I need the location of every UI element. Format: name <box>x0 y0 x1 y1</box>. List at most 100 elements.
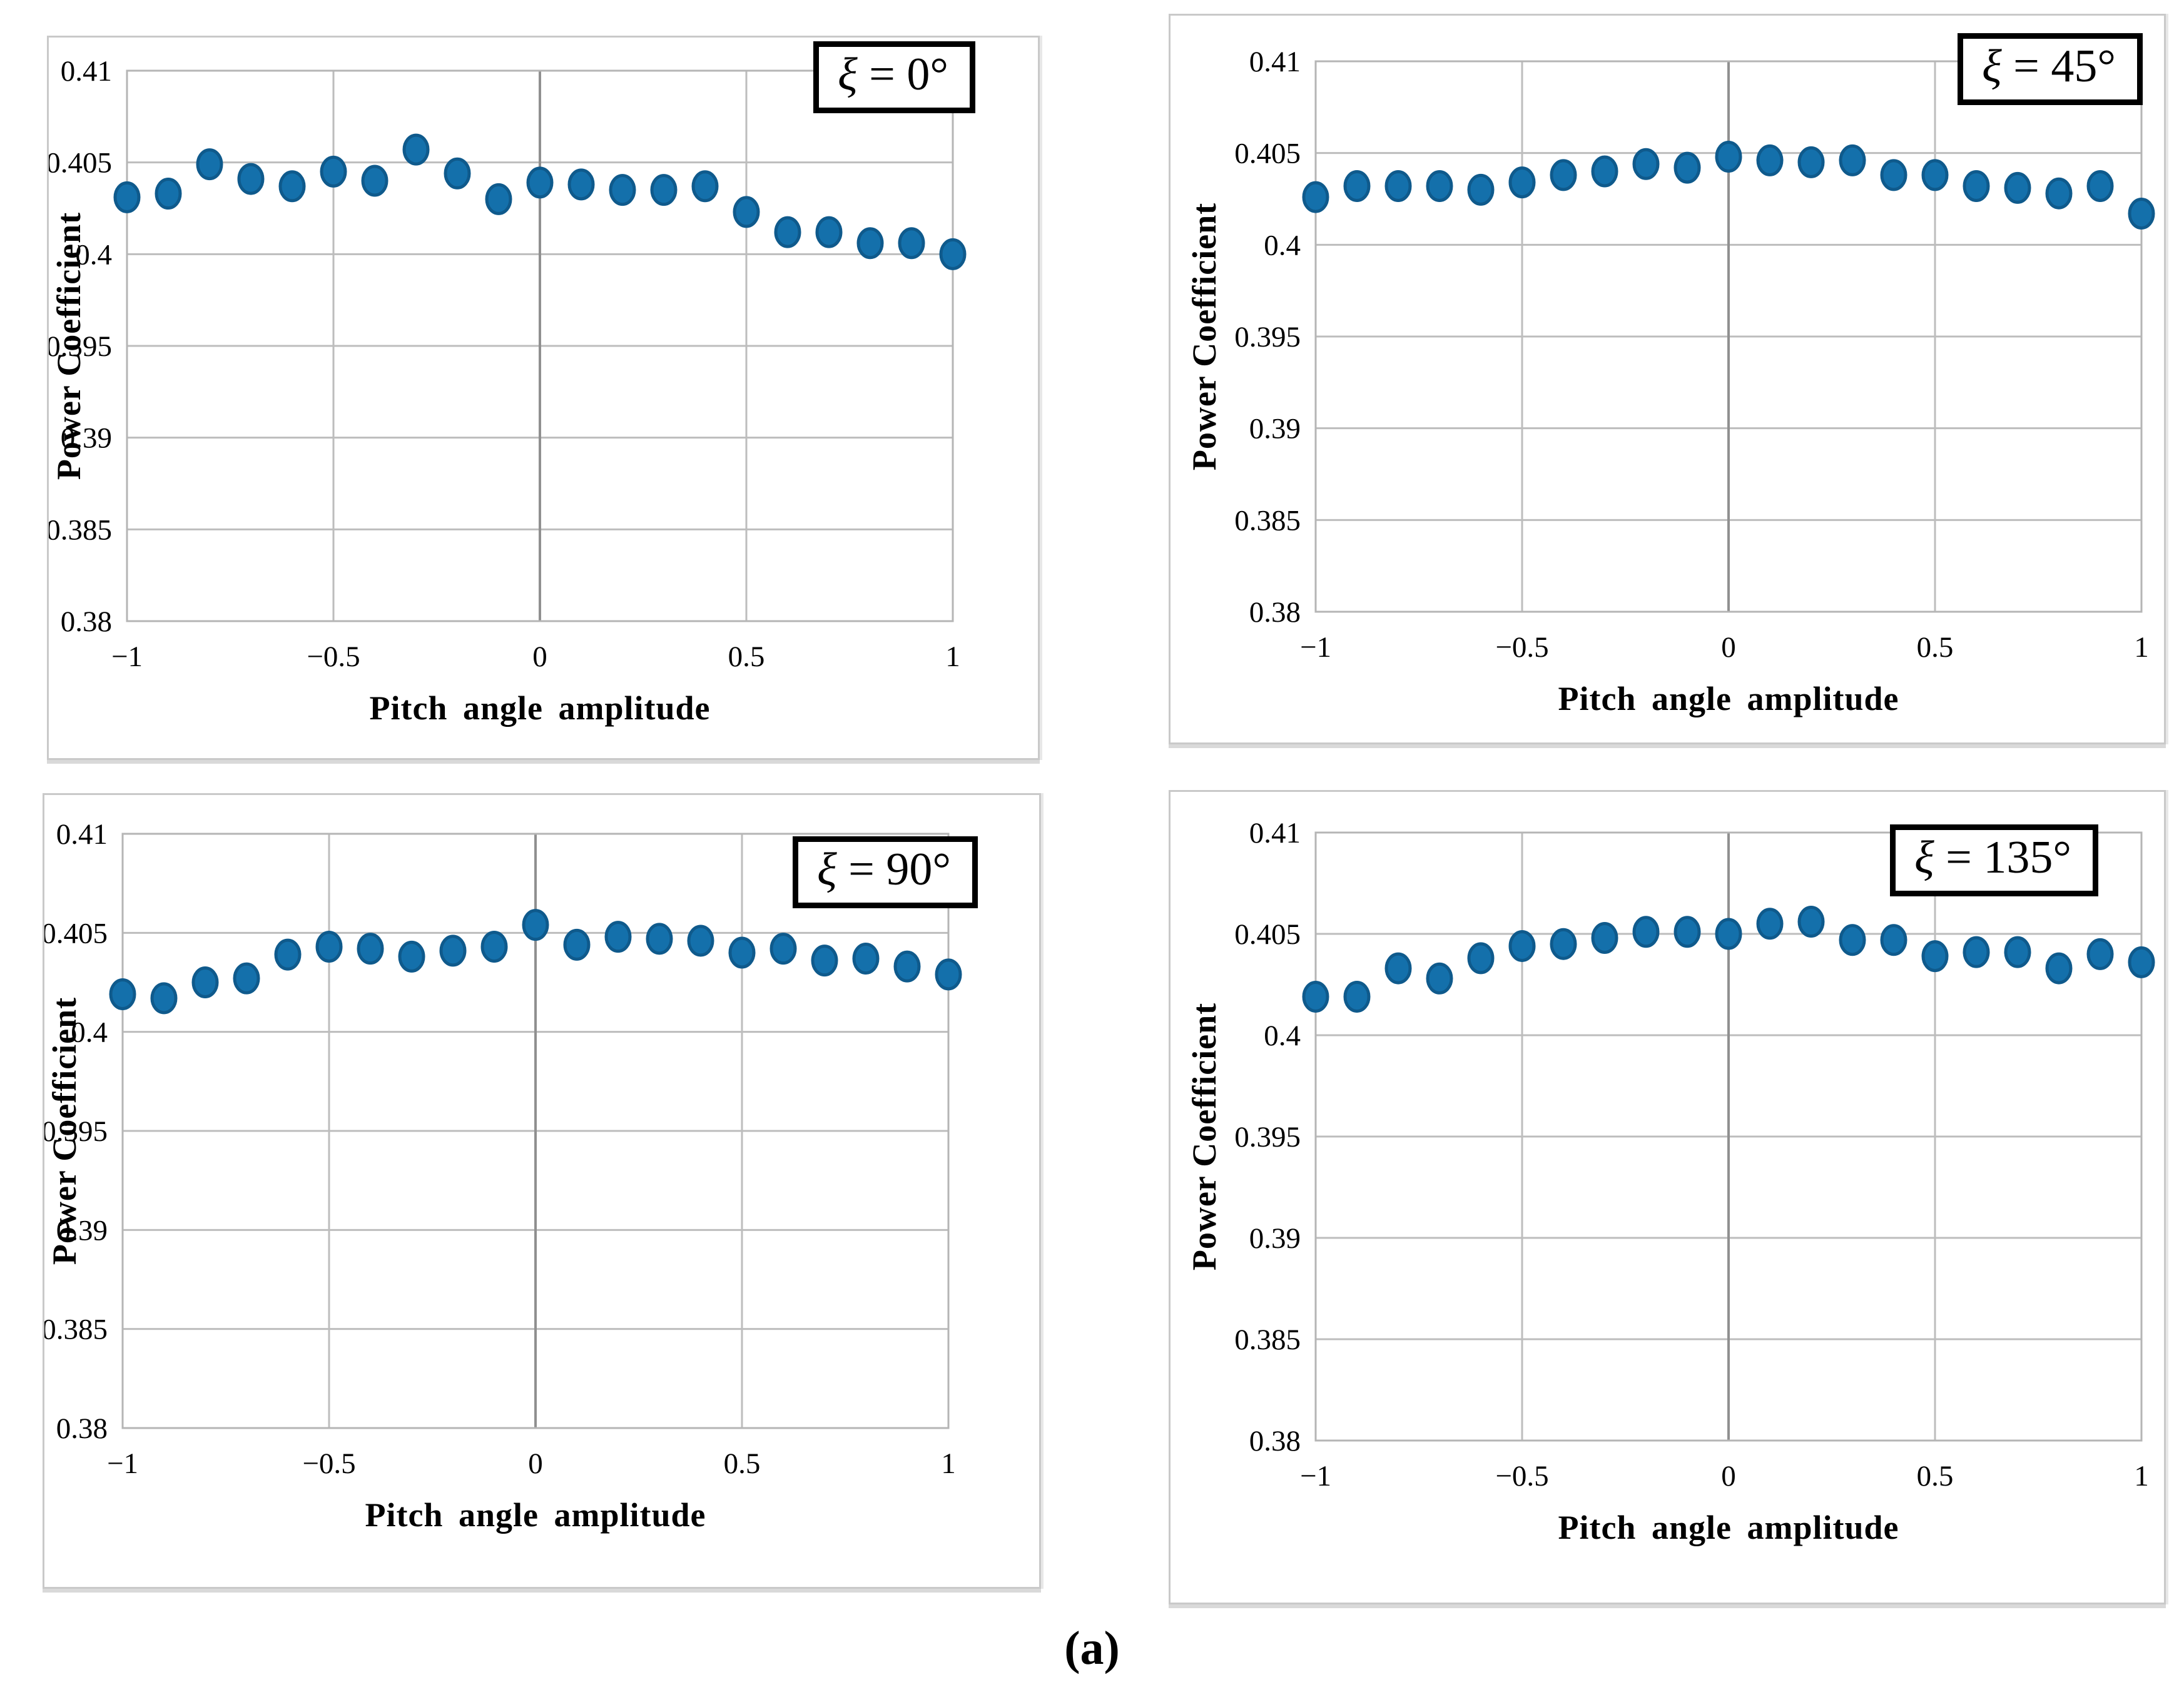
data-point <box>1839 144 1866 176</box>
legend-variable: ξ <box>816 844 837 895</box>
x-axis-title: Pitch angle amplitude <box>1558 680 1899 717</box>
legend-xi-0: ξ = 0° <box>813 41 975 114</box>
x-tick-label: 0 <box>1721 631 1736 664</box>
data-point <box>113 181 141 213</box>
y-tick-label: 0.385 <box>44 1314 108 1346</box>
x-tick-label: 0.5 <box>728 641 765 673</box>
data-point <box>609 174 636 206</box>
y-tick-label: 0.4 <box>71 1016 108 1049</box>
data-point <box>2045 952 2073 985</box>
y-tick-label: 0.38 <box>61 605 112 638</box>
plot-border <box>1314 60 2143 613</box>
plot-border <box>126 69 954 622</box>
data-point <box>526 166 554 199</box>
y-tick-label: 0.41 <box>56 818 108 851</box>
y-tick-label: 0.385 <box>49 514 112 546</box>
data-point <box>1921 159 1949 191</box>
x-tick-label: −0.5 <box>1495 1460 1548 1492</box>
data-point <box>1839 924 1866 956</box>
legend-variable: ξ <box>1981 41 2002 92</box>
x-tick-label: 0 <box>1721 1460 1736 1492</box>
x-tick-label: 0.5 <box>724 1447 761 1480</box>
x-tick-label: 0 <box>528 1447 543 1480</box>
plot-border <box>121 833 950 1429</box>
data-point <box>774 216 801 248</box>
data-point <box>1343 980 1371 1013</box>
data-point <box>278 170 306 203</box>
y-tick-label: 0.39 <box>56 1214 108 1247</box>
legend-variable: ξ <box>837 49 858 100</box>
axis-tick-labels: 0.38 0.385 0.39 0.395 0.4 0.405 0.41 −1 −0.5 0 0.5… <box>1234 46 2149 664</box>
y-axis-title: Power Coefficient <box>1186 202 1223 471</box>
data-point <box>1591 155 1618 188</box>
y-tick-label: 0.395 <box>1234 1121 1301 1153</box>
data-point <box>402 133 430 166</box>
data-point <box>1963 936 1990 968</box>
legend-value: = 135° <box>1934 832 2071 883</box>
y-tick-label: 0.38 <box>1249 596 1301 629</box>
data-point <box>1467 173 1495 206</box>
figure-caption: (a) <box>1064 1622 1120 1674</box>
data-point <box>1674 151 1701 184</box>
data-point <box>650 174 678 206</box>
y-tick-label: 0.38 <box>1249 1425 1301 1457</box>
data-point <box>398 940 425 973</box>
data-point <box>1384 952 1412 985</box>
data-point <box>1426 962 1453 995</box>
data-point <box>1674 916 1701 948</box>
legend-variable: ξ <box>1914 832 1934 883</box>
x-tick-label: 1 <box>2134 631 2149 664</box>
x-tick-label: 0.5 <box>1917 631 1954 664</box>
axis-tick-labels: 0.38 0.385 0.39 0.395 0.4 0.405 0.41 −1 −0.5 0 0.5… <box>1234 817 2149 1492</box>
data-point <box>852 943 880 975</box>
x-axis-title: Pitch angle amplitude <box>365 1496 706 1534</box>
data-point <box>1632 148 1660 180</box>
data-point <box>2004 936 2031 968</box>
legend-xi-90: ξ = 90° <box>792 836 978 909</box>
data-point <box>1591 921 1618 954</box>
data-point <box>2128 197 2155 230</box>
y-tick-label: 0.405 <box>49 147 112 180</box>
x-tick-label: −0.5 <box>1495 631 1548 664</box>
panel-xi-135: 0.38 0.385 0.39 0.395 0.4 0.405 0.41 −1 −0.5 0 0.5… <box>1169 790 2166 1604</box>
y-tick-label: 0.405 <box>1234 918 1301 951</box>
x-tick-label: −0.5 <box>307 641 360 673</box>
chart-xi-90: 0.38 0.385 0.39 0.395 0.4 0.405 0.41 −1 −0.5 0 0.5… <box>44 818 962 1480</box>
x-tick-label: 1 <box>2134 1460 2149 1492</box>
data-point <box>522 909 549 941</box>
data-point <box>150 982 178 1015</box>
y-tick-label: 0.395 <box>1234 321 1301 353</box>
plot-border <box>1314 831 2143 1442</box>
data-point <box>109 978 136 1010</box>
y-axis-title: Power Coefficient <box>46 996 83 1265</box>
gridlines <box>126 69 954 622</box>
y-tick-label: 0.41 <box>61 55 112 88</box>
data-point <box>1715 918 1742 950</box>
data-point <box>604 921 632 953</box>
data-point <box>811 945 838 977</box>
data-point <box>1384 170 1412 202</box>
data-point <box>444 157 471 190</box>
data-point <box>769 933 797 965</box>
y-tick-label: 0.39 <box>1249 1222 1301 1255</box>
data-point <box>155 178 182 210</box>
y-tick-label: 0.38 <box>56 1412 108 1445</box>
data-point <box>196 148 223 181</box>
panel-xi-45: 0.38 0.385 0.39 0.395 0.4 0.405 0.41 −1 −0.5 0 0.5… <box>1169 14 2166 744</box>
data-point <box>2045 177 2073 210</box>
data-point <box>320 155 347 188</box>
x-tick-label: 0 <box>532 641 547 673</box>
x-tick-label: −1 <box>107 1447 138 1480</box>
x-tick-label: 1 <box>941 1447 956 1480</box>
data-points <box>1302 906 2155 1013</box>
y-tick-label: 0.4 <box>75 238 112 271</box>
data-point <box>893 950 921 983</box>
axis-tick-labels: 0.38 0.385 0.39 0.395 0.4 0.405 0.41 −1 −0.5 0 0.5… <box>44 818 956 1480</box>
panel-xi-90: 0.38 0.385 0.39 0.395 0.4 0.405 0.41 −1 −0.5 0 0.5… <box>43 793 1041 1589</box>
y-tick-label: 0.405 <box>44 917 108 950</box>
panel-xi-0: 0.38 0.385 0.39 0.395 0.4 0.405 0.41 −1 −0.5 0 0.5… <box>47 36 1040 760</box>
data-point <box>357 933 384 965</box>
data-points <box>113 133 967 270</box>
data-point <box>935 958 962 991</box>
data-point <box>728 936 756 969</box>
